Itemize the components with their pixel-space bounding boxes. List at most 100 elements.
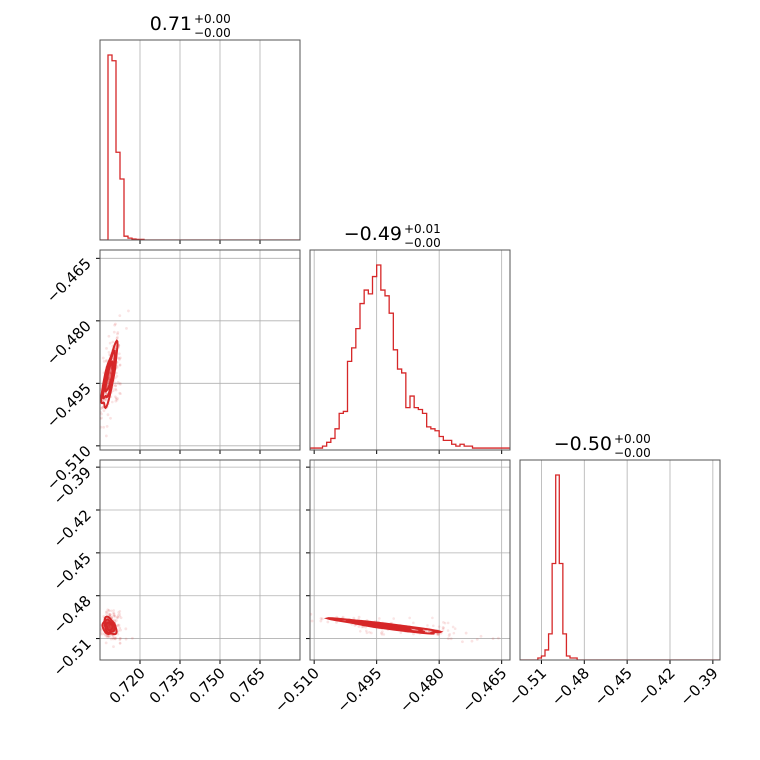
sample-point bbox=[104, 634, 108, 638]
title-minus-1: −0.00 bbox=[404, 236, 441, 250]
sample-point bbox=[130, 636, 134, 640]
sample-point bbox=[107, 334, 111, 338]
contour-line bbox=[323, 617, 444, 635]
x-tick-label: 0.720 bbox=[106, 664, 149, 707]
sample-point bbox=[116, 623, 119, 627]
y-tick-label: −0.480 bbox=[43, 317, 95, 369]
sample-point bbox=[310, 619, 314, 623]
sample-point bbox=[379, 631, 383, 635]
sample-point bbox=[88, 401, 91, 404]
sample-point bbox=[101, 632, 105, 636]
sample-point bbox=[118, 358, 121, 361]
sample-point bbox=[475, 638, 479, 641]
sample-point bbox=[124, 627, 128, 631]
pair-content bbox=[307, 610, 500, 644]
sample-point bbox=[100, 416, 103, 420]
sample-point bbox=[461, 640, 464, 644]
sample-point bbox=[448, 632, 451, 636]
sample-point bbox=[320, 617, 324, 621]
sample-point bbox=[102, 409, 106, 413]
sample-point bbox=[319, 617, 323, 620]
sample-point bbox=[431, 616, 434, 620]
sample-point bbox=[435, 632, 439, 636]
y-tick-label: −0.465 bbox=[43, 254, 95, 306]
panel-frame bbox=[309, 459, 511, 661]
panel-frame bbox=[519, 459, 721, 661]
sample-point bbox=[107, 624, 111, 628]
histogram-step-2 bbox=[520, 474, 720, 660]
sample-point bbox=[119, 616, 123, 620]
x-tick-label: −0.495 bbox=[334, 664, 386, 716]
sample-point bbox=[112, 612, 116, 615]
sample-point bbox=[116, 615, 119, 619]
histogram-step-1 bbox=[310, 264, 510, 450]
sample-point bbox=[95, 609, 98, 612]
sample-point bbox=[111, 637, 115, 641]
sample-point bbox=[113, 614, 116, 618]
x-tick-label: −0.465 bbox=[459, 664, 511, 716]
sample-point bbox=[380, 632, 384, 636]
sample-point bbox=[357, 615, 361, 619]
sample-point bbox=[111, 636, 114, 640]
sample-point bbox=[107, 609, 110, 612]
sample-point bbox=[119, 392, 122, 395]
sample-point bbox=[100, 627, 103, 631]
sample-point bbox=[115, 336, 119, 339]
sample-point bbox=[496, 636, 500, 640]
sample-point bbox=[105, 424, 109, 428]
sample-point bbox=[118, 391, 121, 395]
sample-point bbox=[447, 634, 451, 638]
sample-point bbox=[117, 356, 121, 360]
sample-point bbox=[107, 635, 111, 638]
sample-point bbox=[102, 359, 106, 363]
sample-point bbox=[426, 624, 429, 627]
sample-point bbox=[119, 383, 122, 386]
sample-point bbox=[115, 616, 119, 620]
pair-panel-2 bbox=[306, 459, 511, 664]
sample-point bbox=[114, 371, 118, 375]
sample-point bbox=[101, 406, 104, 409]
sample-point bbox=[117, 623, 121, 627]
sample-point bbox=[95, 418, 98, 421]
sample-point bbox=[116, 332, 119, 336]
sample-point bbox=[126, 309, 130, 313]
sample-point bbox=[112, 614, 116, 618]
x-tick-label: −0.48 bbox=[548, 664, 593, 709]
y-tick-label: −0.51 bbox=[50, 635, 95, 680]
title-value-0: 0.71 bbox=[150, 13, 192, 35]
sample-point bbox=[437, 625, 441, 628]
sample-point bbox=[108, 341, 112, 345]
sample-point bbox=[399, 631, 403, 635]
contour-line bbox=[101, 349, 116, 400]
sample-point bbox=[104, 641, 108, 645]
sample-point bbox=[115, 398, 119, 402]
sample-point bbox=[113, 395, 117, 398]
sample-point bbox=[353, 623, 357, 627]
sample-point bbox=[441, 628, 445, 631]
sample-point bbox=[352, 616, 356, 620]
sample-point bbox=[108, 634, 112, 638]
sample-point bbox=[107, 612, 110, 615]
sample-point bbox=[100, 630, 103, 634]
sample-point bbox=[117, 611, 120, 614]
sample-point bbox=[451, 625, 455, 629]
sample-point bbox=[113, 615, 117, 618]
sample-point bbox=[103, 633, 107, 637]
y-tick-label: −0.495 bbox=[43, 379, 95, 431]
sample-point bbox=[97, 622, 100, 625]
sample-point bbox=[370, 631, 373, 635]
x-tick-label: −0.42 bbox=[634, 664, 679, 709]
sample-point bbox=[118, 642, 122, 645]
sample-point bbox=[119, 628, 122, 632]
sample-point bbox=[112, 330, 116, 334]
sample-point bbox=[110, 609, 113, 613]
sample-point bbox=[442, 621, 445, 624]
sample-point bbox=[307, 613, 310, 616]
sample-point bbox=[408, 616, 411, 620]
sample-point bbox=[365, 631, 369, 635]
sample-point bbox=[101, 405, 105, 409]
title-plus-2: +0.00 bbox=[614, 432, 651, 446]
sample-point bbox=[114, 637, 117, 641]
sample-point bbox=[111, 340, 115, 344]
sample-point bbox=[108, 373, 112, 376]
